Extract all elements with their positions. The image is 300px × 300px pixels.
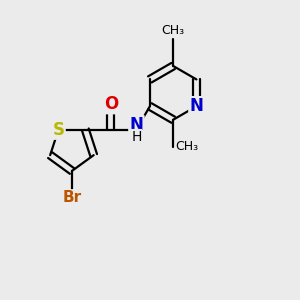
Text: O: O	[104, 95, 118, 113]
Text: CH₃: CH₃	[176, 140, 199, 153]
Text: S: S	[52, 121, 64, 139]
Text: CH₃: CH₃	[162, 23, 185, 37]
Text: Br: Br	[62, 190, 82, 205]
Text: N: N	[130, 116, 143, 134]
Text: N: N	[190, 97, 203, 115]
Text: H: H	[131, 130, 142, 144]
